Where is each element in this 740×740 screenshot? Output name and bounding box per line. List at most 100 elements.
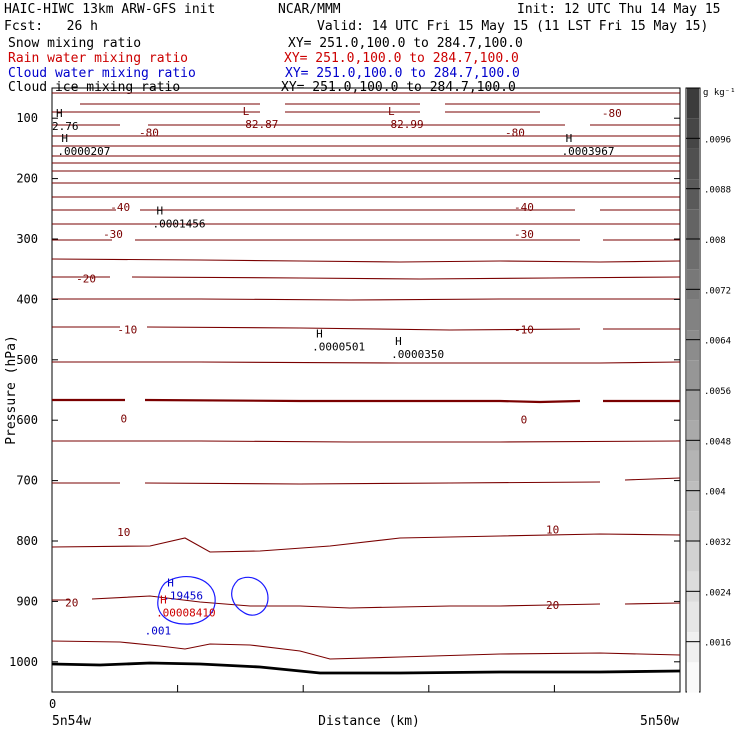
colorbar-tick-label: .0016	[704, 639, 731, 649]
temperature-label: -10	[117, 324, 137, 337]
temperature-label: -40	[514, 201, 534, 214]
isotherm-lines	[51, 92, 681, 660]
org-label: NCAR/MMM	[278, 2, 341, 17]
temperature-label: -80	[602, 107, 622, 120]
extremum-marker: H	[566, 132, 573, 145]
ground-surface-line	[51, 661, 681, 675]
colorbar: .0096 .0088 .008 .0072 .0064 .0056 .0048 .004 .0…	[685, 87, 731, 693]
extremum-value: .0000207	[57, 145, 110, 158]
y-tick-label: 200	[16, 172, 38, 186]
colorbar-swatch	[687, 148, 699, 180]
colorbar-tick-label: .0072	[704, 286, 731, 296]
temperature-label: -30	[103, 228, 123, 241]
temperature-label: -40	[110, 201, 130, 214]
colorbar-swatch	[687, 330, 699, 361]
extremum-value: .0001456	[152, 217, 205, 230]
colorbar-tick-label: .008	[704, 236, 726, 246]
field-snow-name: Snow mixing ratio	[8, 36, 142, 51]
temperature-label: 10	[117, 526, 130, 539]
y-tick-label: 400	[16, 292, 38, 306]
temperature-label: 20	[65, 597, 78, 610]
x-end-location: 5n50w	[640, 714, 679, 729]
x-axis-title: Distance (km)	[318, 714, 420, 729]
y-tick-label: 100	[16, 111, 38, 125]
extremum-marker: H	[395, 335, 402, 348]
colorbar-swatch	[687, 299, 699, 331]
extremum-marker: H	[56, 107, 63, 120]
model-title: HAIC-HIWC 13km ARW-GFS init	[4, 2, 216, 17]
colorbar-swatch	[687, 118, 699, 149]
colorbar-tick-label: .0048	[704, 437, 731, 447]
colorbar-swatch	[687, 571, 699, 602]
valid-time: Valid: 14 UTC Fri 15 May 15 (11 LST Fri …	[317, 19, 709, 34]
colorbar-swatch	[687, 420, 699, 451]
colorbar-tick-label: .0088	[704, 186, 731, 196]
extremum-marker: L	[243, 105, 250, 118]
y-tick-label: 800	[16, 534, 38, 548]
x-tick-label: 0	[49, 697, 56, 711]
colorbar-swatch	[687, 662, 699, 693]
temperature-label: -20	[76, 272, 96, 285]
extremum-value: -82.87	[239, 118, 279, 131]
colorbar-tick-label: .0064	[704, 337, 731, 347]
field-rain-name: Rain water mixing ratio	[8, 51, 189, 66]
temperature-label: 20	[546, 599, 559, 612]
extremum-marker: L	[388, 105, 395, 118]
extremum-value: -82.99	[384, 118, 424, 131]
colorbar-swatch	[687, 481, 699, 512]
extremum-marker: H	[160, 593, 167, 606]
colorbar-swatch	[687, 511, 699, 542]
extremum-marker: H	[167, 577, 174, 590]
extremum-marker: H	[156, 204, 163, 217]
y-axis-title: Pressure (hPa)	[4, 335, 19, 445]
colorbar-tick-label: .0024	[704, 588, 731, 598]
y-tick-label: 500	[16, 353, 38, 367]
temperature-label: 0	[521, 414, 528, 427]
colorbar-swatch	[687, 450, 699, 482]
extrema-labels: L-82.87L-82.99H2.76H.0000207H.0003967H.0…	[52, 105, 615, 638]
field-rain-xy: XY= 251.0,100.0 to 284.7,100.0	[284, 51, 519, 66]
colorbar-swatch	[687, 209, 699, 240]
colorbar-swatch	[687, 269, 699, 300]
field-cloudwater-name: Cloud water mixing ratio	[8, 66, 196, 81]
extremum-value: .19456	[163, 590, 203, 603]
colorbar-swatch	[687, 601, 699, 633]
colorbar-tick-label: .0032	[704, 538, 731, 548]
y-tick-label: 600	[16, 413, 38, 427]
field-snow-xy: XY= 251.0,100.0 to 284.7,100.0	[288, 36, 523, 51]
extremum-value: .0003967	[562, 145, 615, 158]
temperature-label: -80	[505, 127, 525, 140]
extremum-marker: H	[316, 328, 323, 341]
temperature-label: 0	[120, 412, 127, 425]
temperature-labels: -80 -80 -80 -40 -40 -30 -30 -20 -10 -10 0 0 10 10 20 20	[65, 107, 622, 612]
colorbar-swatch	[687, 360, 699, 391]
y-tick-label: 1000	[9, 655, 38, 669]
colorbar-unit: g kg⁻¹	[703, 88, 736, 98]
colorbar-tick-label: .0096	[704, 135, 731, 145]
temperature-label: -30	[514, 228, 534, 241]
y-tick-label: 700	[16, 474, 38, 488]
plot-frame	[51, 87, 681, 693]
extremum-value: .0000350	[391, 348, 444, 361]
colorbar-swatch	[687, 632, 699, 663]
extremum-value: .00008410	[156, 606, 216, 619]
forecast-hour: Fcst: 26 h	[4, 19, 98, 34]
colorbar-swatch	[687, 179, 699, 210]
y-tick-label: 900	[16, 594, 38, 608]
temperature-label: 10	[546, 524, 559, 537]
cloud-water-contours	[157, 576, 269, 625]
extremum-value: .0000501	[312, 341, 365, 354]
x-start-location: 5n54w	[52, 714, 91, 729]
temperature-label: -10	[514, 324, 534, 337]
temperature-label: -80	[139, 127, 159, 140]
init-time: Init: 12 UTC Thu 14 May 15	[517, 2, 721, 17]
freezing-level-line	[52, 398, 680, 404]
cloud-water-contour-label: .001	[145, 624, 172, 637]
colorbar-swatch	[687, 390, 699, 421]
colorbar-swatch	[687, 239, 699, 270]
colorbar-swatch	[687, 541, 699, 572]
extremum-marker: H	[61, 132, 68, 145]
y-tick-label: 300	[16, 232, 38, 246]
